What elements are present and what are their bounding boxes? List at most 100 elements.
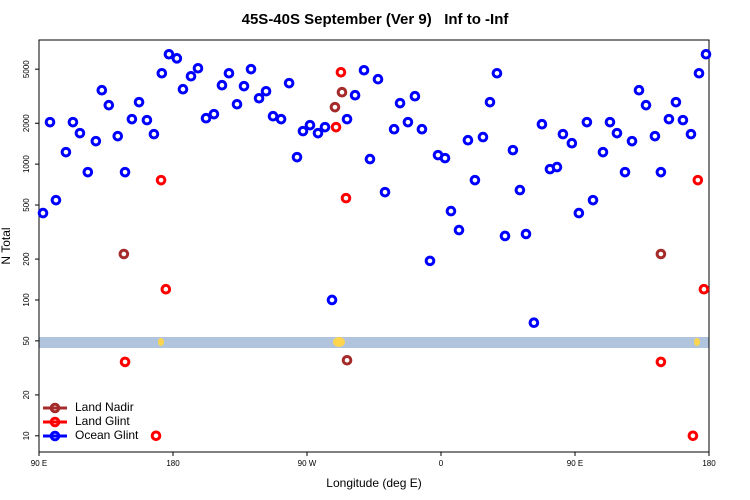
point <box>163 48 175 60</box>
point <box>566 137 578 149</box>
point <box>640 99 652 111</box>
point <box>469 174 481 186</box>
y-axis-label: N Total <box>0 227 13 264</box>
point <box>619 166 631 178</box>
point <box>597 146 609 158</box>
point <box>491 67 503 79</box>
point <box>150 430 162 442</box>
point <box>192 62 204 74</box>
point <box>536 118 548 130</box>
point <box>223 67 235 79</box>
plot-frame <box>38 39 710 453</box>
point <box>409 90 421 102</box>
point <box>439 152 451 164</box>
point <box>90 135 102 147</box>
point <box>148 128 160 140</box>
point <box>60 146 72 158</box>
chart-title: 45S-40S September (Ver 9) Inf to -Inf <box>242 11 510 28</box>
point <box>112 130 124 142</box>
y-tick-label: 200 <box>22 252 31 266</box>
legend-marker <box>49 416 61 428</box>
y-tick-label: 500 <box>22 198 31 212</box>
point <box>424 255 436 267</box>
point <box>626 135 638 147</box>
y-tick-label: 10 <box>22 431 31 440</box>
point <box>245 63 257 75</box>
reference-band <box>39 337 709 348</box>
x-tick-label: 90 W <box>298 459 317 468</box>
point <box>655 356 667 368</box>
point <box>82 166 94 178</box>
point <box>649 130 661 142</box>
legend-marker <box>49 402 61 414</box>
point <box>177 83 189 95</box>
point <box>677 114 689 126</box>
x-tick-label: 0 <box>439 459 444 468</box>
point <box>698 283 710 295</box>
point <box>330 121 342 133</box>
point <box>358 64 370 76</box>
point <box>349 89 361 101</box>
point <box>297 125 309 137</box>
point <box>267 110 279 122</box>
x-tick-label: 90 E <box>31 459 47 468</box>
point <box>655 248 667 260</box>
point <box>445 205 457 217</box>
point <box>341 113 353 125</box>
point <box>557 128 569 140</box>
point <box>291 151 303 163</box>
band-highlight <box>694 338 700 346</box>
band-highlight <box>333 337 345 347</box>
point <box>514 184 526 196</box>
point <box>216 79 228 91</box>
point <box>663 113 675 125</box>
point <box>692 174 704 186</box>
point <box>171 53 183 64</box>
point <box>185 70 197 82</box>
point <box>74 127 86 139</box>
point <box>119 356 131 368</box>
point <box>96 84 108 96</box>
point <box>126 113 138 125</box>
point <box>141 114 153 126</box>
x-tick-label: 180 <box>166 459 180 468</box>
point <box>326 294 338 306</box>
point <box>155 174 167 186</box>
point <box>687 430 699 442</box>
point <box>581 116 593 128</box>
y-tick-label: 20 <box>22 390 31 399</box>
point <box>118 248 130 260</box>
point <box>453 224 465 236</box>
y-tick-label: 50 <box>22 336 31 345</box>
point <box>119 166 131 178</box>
point <box>499 230 511 242</box>
x-tick-label: 90 E <box>567 459 583 468</box>
point <box>283 77 295 89</box>
point <box>160 283 172 295</box>
point <box>477 131 489 143</box>
point <box>587 194 599 206</box>
point <box>208 108 220 120</box>
point <box>388 123 400 135</box>
point <box>304 119 316 131</box>
y-tick-label: 1000 <box>22 155 31 173</box>
point <box>231 98 243 110</box>
point <box>103 99 115 111</box>
point <box>611 127 623 139</box>
point <box>462 134 474 146</box>
band-highlight <box>158 338 164 346</box>
point <box>50 194 62 206</box>
point <box>133 96 145 108</box>
point <box>484 96 496 108</box>
y-tick-label: 2000 <box>22 114 31 132</box>
point <box>693 67 705 79</box>
point <box>685 128 697 140</box>
point <box>372 73 384 85</box>
point <box>156 67 168 79</box>
point <box>275 113 287 125</box>
point <box>379 186 391 198</box>
point <box>364 153 376 165</box>
point <box>604 116 616 128</box>
legend-label: Ocean Glint <box>75 428 139 442</box>
point <box>520 228 532 240</box>
